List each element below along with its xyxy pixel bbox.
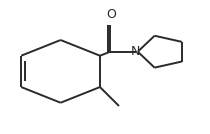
Text: N: N: [131, 45, 140, 58]
Text: O: O: [106, 8, 116, 21]
